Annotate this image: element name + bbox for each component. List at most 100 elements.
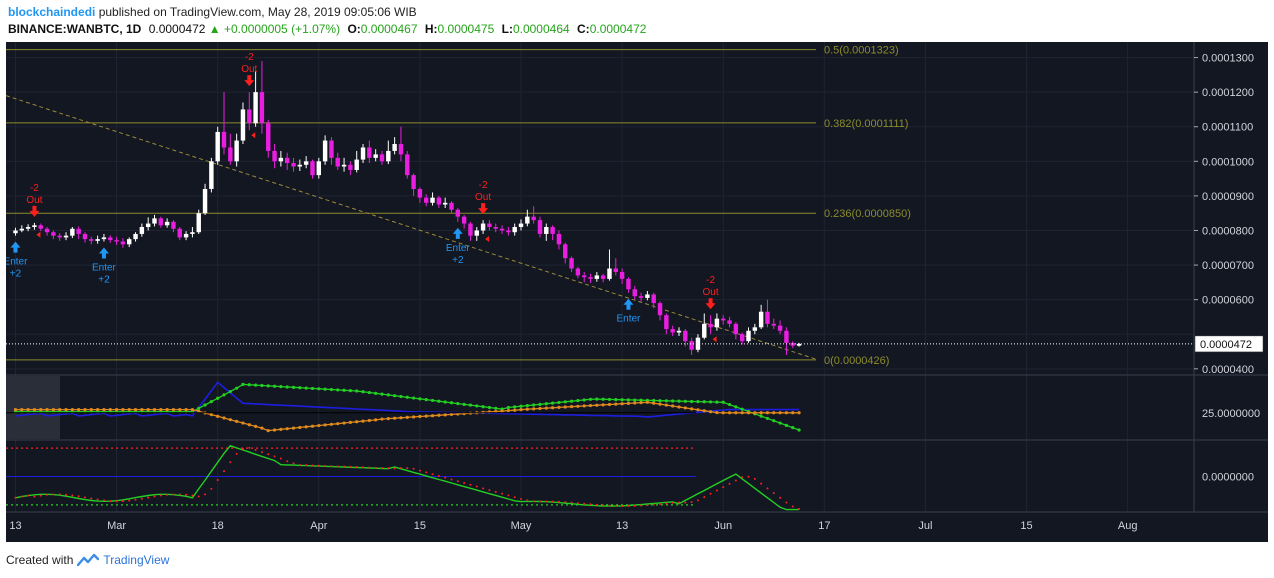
candle-body-93 <box>600 275 606 279</box>
osc-signal-dot-74 <box>482 487 485 490</box>
di-minus-line-dot-47 <box>310 424 315 428</box>
di-plus-line-dot-32 <box>216 396 220 400</box>
di-plus-line-dot-124 <box>797 428 801 432</box>
di-plus-line-dot-64 <box>418 397 422 401</box>
osc-signal-dot-69 <box>450 478 453 481</box>
candle-body-100 <box>645 294 650 298</box>
di-minus-line-dot-86 <box>557 405 561 409</box>
change-value: +0.0000005 (+1.07%) <box>224 22 341 36</box>
osc-signal-dot-44 <box>292 462 295 465</box>
osc-signal-dot-76 <box>494 490 497 493</box>
di-plus-line-dot-55 <box>361 390 365 394</box>
di-plus-line-dot-42 <box>279 385 283 389</box>
price-tick-6: 0.0000700 <box>1202 260 1254 272</box>
osc-signal-dot-77 <box>501 492 504 495</box>
fib-label-2: 0.236(0.0000850) <box>824 208 911 220</box>
di-minus-line-dot-6 <box>51 408 55 412</box>
candle-body-77 <box>499 228 505 231</box>
candle-body-22 <box>152 218 157 224</box>
di-minus-line-dot-103 <box>664 403 668 407</box>
candle-body-73 <box>474 230 479 236</box>
osc-signal-dot-7 <box>58 493 61 496</box>
osc-signal-dot-104 <box>671 501 674 504</box>
tradingview-brand[interactable]: TradingView <box>103 553 170 567</box>
osc-signal-dot-53 <box>349 465 352 468</box>
candle-body-112 <box>721 318 726 321</box>
osc-signal-dot-83 <box>538 500 541 503</box>
osc-signal-dot-97 <box>627 504 630 507</box>
di-plus-line-dot-107 <box>690 399 694 404</box>
candle-body-16 <box>114 240 119 242</box>
osc-signal-dot-49 <box>324 464 327 467</box>
osc-signal-dot-122 <box>785 501 788 504</box>
osc-signal-dot-8 <box>65 493 68 496</box>
enter-label-6: Enter <box>616 314 641 325</box>
osc-signal-dot-89 <box>576 502 579 505</box>
di-plus-line-dot-84 <box>544 402 548 406</box>
trade-signals: Enter+2Out-2Enter+2Out-2Enter+2Out-2Ente… <box>4 52 719 343</box>
di-minus-line-dot-34 <box>228 418 232 422</box>
osc-signal-dot-34 <box>229 461 232 464</box>
di-plus-line-dot-30 <box>203 403 207 407</box>
out-arrow-icon-5 <box>478 203 489 215</box>
di-plus-line-dot-58 <box>380 392 384 396</box>
di-minus-line-dot-79 <box>513 408 517 412</box>
last-price-label: 0.0000472 <box>1200 339 1252 351</box>
out-exit-tick-3 <box>251 132 256 139</box>
low-value: 0.0000464 <box>512 22 570 36</box>
candle-body-124 <box>796 343 802 346</box>
di-plus-line-dot-72 <box>468 403 473 407</box>
osc-signal-dot-64 <box>418 469 421 472</box>
osc-signal-dot-10 <box>77 495 80 498</box>
di-plus-line-dot-54 <box>355 389 359 393</box>
di-minus-line-dot-33 <box>222 416 226 420</box>
candle-body-38 <box>253 92 258 124</box>
candle-body-23 <box>158 218 164 226</box>
di-plus-line-dot-61 <box>399 394 403 399</box>
di-minus-line-dot-89 <box>576 404 580 408</box>
di-minus-line-dot-26 <box>178 408 182 412</box>
osc-signal-dot-113 <box>728 482 731 485</box>
di-plus-line-dot-35 <box>235 386 239 390</box>
publish-text: published on TradingView.com, May 28, 20… <box>95 5 417 19</box>
candle-body-118 <box>758 311 764 328</box>
di-minus-line-dot-52 <box>342 421 346 425</box>
di-minus-line-dot-59 <box>386 417 390 421</box>
up-triangle-icon: ▲ <box>208 22 221 36</box>
trend-line <box>5 95 819 361</box>
candle-body-116 <box>746 330 751 342</box>
di-plus-line-dot-56 <box>367 390 371 395</box>
chart-area[interactable]: 0.5(0.0001323) 0.382(0.0001111) 0.236(0.00… <box>4 42 1268 542</box>
osc-signal-dot-30 <box>204 493 207 496</box>
di-minus-line-dot-18 <box>127 408 131 412</box>
osc-signal-dot-59 <box>387 467 390 470</box>
candle-body-79 <box>512 227 517 233</box>
osc-signal-dot-80 <box>520 497 523 500</box>
osc-signal-dot-9 <box>71 494 74 497</box>
price-chart-svg[interactable]: 0.5(0.0001323) 0.382(0.0001111) 0.236(0.00… <box>4 42 1268 542</box>
candle-body-24 <box>164 221 170 226</box>
di-plus-line-dot-73 <box>475 404 479 408</box>
di-minus-line-dot-118 <box>759 411 763 415</box>
candle-body-11 <box>82 233 88 240</box>
di-minus-line-dot-5 <box>45 408 49 412</box>
candle-body-80 <box>518 223 524 228</box>
author-link[interactable]: blockchaindedi <box>8 5 96 19</box>
price-tick-7: 0.0000600 <box>1202 295 1254 307</box>
di-plus-line-dot-87 <box>563 400 567 404</box>
open-label: O: <box>347 22 361 36</box>
di-plus-line-dot-82 <box>532 403 536 407</box>
di-plus-line-dot-66 <box>430 398 435 403</box>
osc-signal-dot-99 <box>640 504 643 507</box>
osc-signal-dot-79 <box>513 496 516 499</box>
time-tick-5: May <box>511 520 532 532</box>
di-plus-line-dot-106 <box>683 399 687 403</box>
di-plus-line-dot-50 <box>329 387 334 392</box>
di-minus-line-dot-17 <box>121 408 125 412</box>
di-plus-line-dot-52 <box>342 388 346 392</box>
di-minus-line-dot-45 <box>298 425 302 430</box>
di-plus-line-dot-81 <box>525 404 529 408</box>
candle-body-31 <box>209 161 214 189</box>
grid-lines <box>6 42 1194 512</box>
candle-body-42 <box>278 157 284 162</box>
